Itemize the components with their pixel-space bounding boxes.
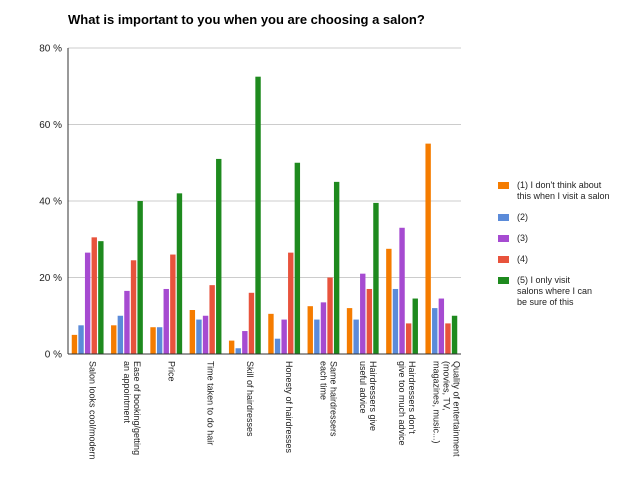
- bar: [320, 302, 327, 354]
- bar: [163, 288, 169, 354]
- bar: [451, 315, 458, 354]
- bar: [360, 273, 366, 354]
- y-tick-label: 60 %: [39, 120, 62, 131]
- bar: [209, 285, 215, 354]
- x-tick-label: Salon looks cool/modern: [88, 361, 98, 460]
- bar: [445, 323, 451, 354]
- legend-label: (2): [517, 212, 528, 222]
- bars: [71, 76, 458, 354]
- legend-label: (3): [517, 233, 528, 243]
- bar: [392, 288, 399, 354]
- bar: [255, 76, 261, 354]
- bar: [84, 252, 91, 354]
- legend-label: (4): [517, 254, 528, 264]
- bar: [366, 288, 373, 354]
- x-tick-label: Time taken to do hair: [206, 361, 216, 445]
- bar: [405, 323, 412, 354]
- bar: [274, 338, 281, 354]
- legend-swatch: [498, 214, 509, 221]
- bar: [373, 202, 379, 354]
- legend-swatch: [498, 182, 509, 189]
- legend-label: this when I visit a salon: [517, 191, 610, 201]
- x-tick-label: an appointment: [122, 361, 132, 424]
- bar: [91, 237, 97, 354]
- x-tick-label: Quality of entertainment: [451, 361, 461, 457]
- x-tick-label: Same hairdressers: [328, 361, 338, 437]
- bar: [268, 313, 274, 354]
- legend-label: (5) I only visit: [517, 275, 571, 285]
- bar: [327, 277, 333, 354]
- legend-swatch: [498, 277, 509, 284]
- bar: [78, 325, 84, 354]
- bar: [228, 340, 235, 354]
- x-tick-label: give too much advice: [397, 361, 407, 446]
- bar: [196, 319, 202, 354]
- x-tick-label: Ease of booking/getting: [132, 361, 142, 455]
- bar: [432, 308, 438, 354]
- bar: [98, 241, 104, 354]
- legend-swatch: [498, 235, 509, 242]
- bar: [386, 248, 392, 354]
- x-tick-label: (movies, TV,: [441, 361, 451, 411]
- bar: [288, 252, 294, 354]
- x-tick-label: Hairdressers don't: [407, 361, 417, 434]
- bar: [189, 310, 196, 354]
- bar: [242, 331, 248, 354]
- y-tick-label: 80 %: [39, 44, 62, 55]
- x-tick-label: Honesty of hairdresses: [284, 361, 294, 454]
- bar: [314, 319, 320, 354]
- legend-label: salons where I can: [517, 286, 592, 296]
- bar: [294, 162, 301, 354]
- bar: [202, 315, 209, 354]
- bar: [235, 348, 241, 354]
- bar: [399, 227, 405, 354]
- bar: [425, 143, 431, 354]
- bar: [176, 193, 183, 354]
- bar: [170, 254, 176, 354]
- y-tick-label: 0 %: [45, 350, 62, 361]
- bar: [333, 181, 340, 354]
- bar: [346, 308, 353, 354]
- bar: [111, 325, 117, 354]
- bar: [248, 292, 255, 354]
- legend-swatch: [498, 256, 509, 263]
- bar: [156, 327, 163, 354]
- bar: [124, 290, 130, 354]
- bar: [353, 319, 359, 354]
- legend-label: be sure of this: [517, 297, 574, 307]
- bar: [307, 306, 313, 354]
- x-tick-label: magazines, music...): [431, 361, 441, 444]
- bar: [438, 298, 445, 354]
- bar: [71, 334, 78, 354]
- legend-label: (1) I don't think about: [517, 180, 602, 190]
- y-tick-label: 40 %: [39, 197, 62, 208]
- y-tick-label: 20 %: [39, 273, 62, 284]
- x-tick-label: Hairdressers give: [368, 361, 378, 431]
- bar: [150, 327, 156, 354]
- x-tick-label: Price: [166, 361, 176, 382]
- bar: [117, 315, 124, 354]
- x-tick-label: Skill of hairdresses: [245, 361, 255, 437]
- chart-title: What is important to you when you are ch…: [68, 12, 425, 27]
- bar: [281, 319, 287, 354]
- x-tick-label: useful advice: [358, 361, 368, 414]
- bar: [412, 298, 418, 354]
- bar: [216, 158, 222, 354]
- bar: [130, 260, 137, 354]
- x-tick-label: each time: [318, 361, 328, 400]
- bar: [137, 201, 143, 354]
- axes: 0 % 20 % 40 % 60 % 80 % Salon looks cool/mode…: [39, 44, 461, 460]
